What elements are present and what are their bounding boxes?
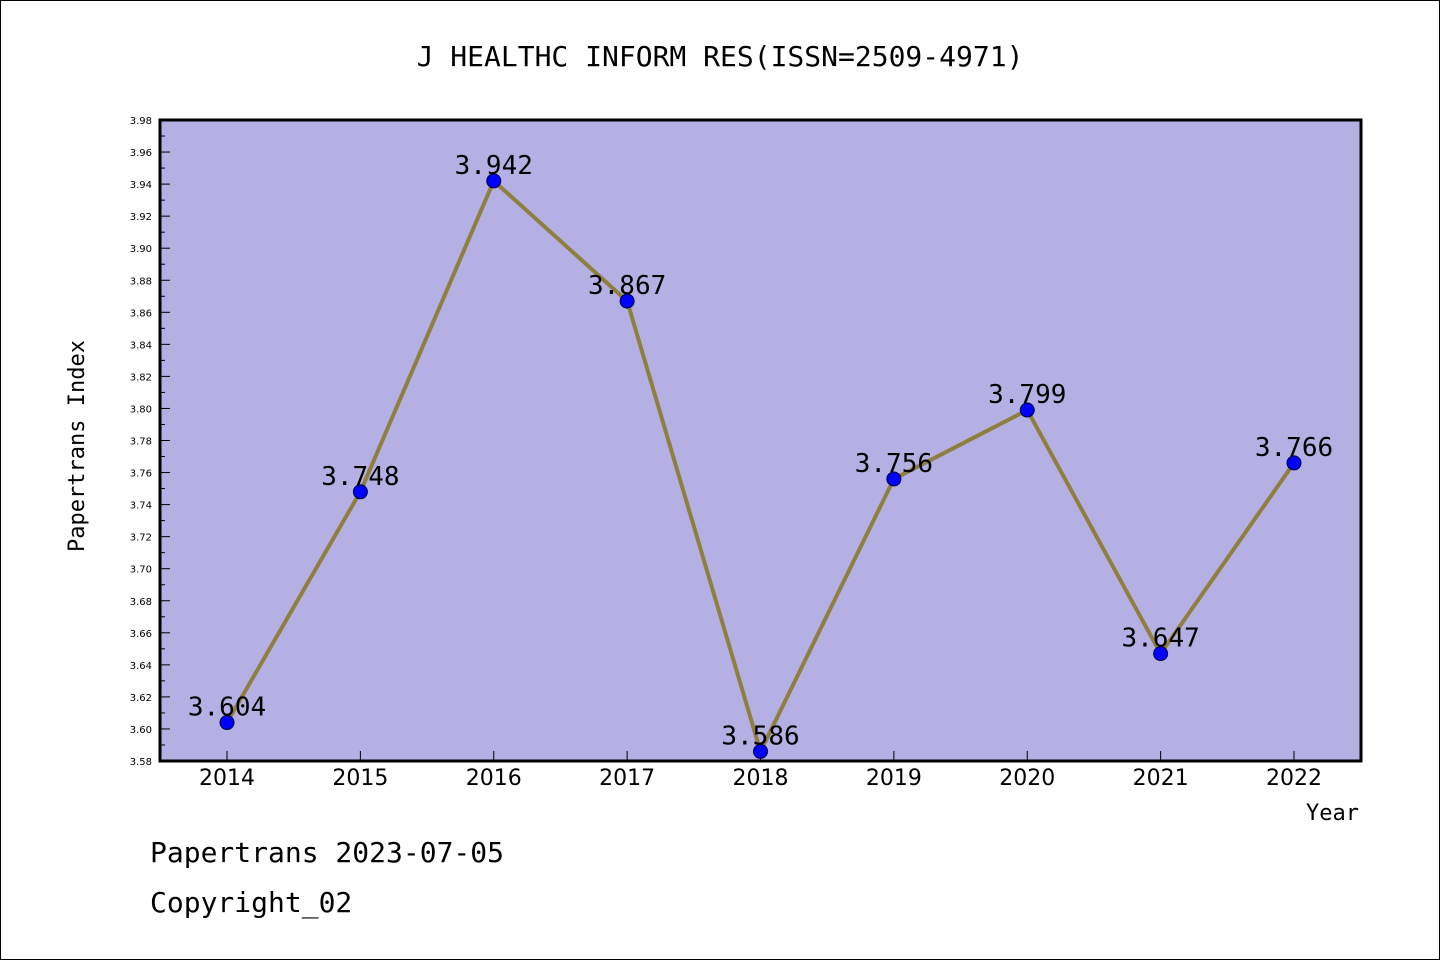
y-axis-label: Papertrans Index xyxy=(65,340,90,552)
x-axis-label: Year xyxy=(1306,801,1359,826)
y-tick-label: 3.76 xyxy=(130,469,152,480)
data-label-2016: 3.942 xyxy=(455,151,533,181)
x-tick-label: 2014 xyxy=(199,766,255,791)
y-axis: 3.58 3.60 3.62 3.64 3.66 3.68 3.70 3.72 3.74 3.76… xyxy=(130,116,170,768)
y-tick-label: 3.96 xyxy=(130,148,152,159)
data-label-2020: 3.799 xyxy=(988,380,1066,410)
y-tick-label: 3.84 xyxy=(130,340,152,351)
y-tick-label: 3.74 xyxy=(130,501,152,512)
data-label-2017: 3.867 xyxy=(588,271,666,301)
data-point-2017 xyxy=(619,293,635,309)
data-point-2016 xyxy=(486,173,502,189)
y-tick-label: 3.92 xyxy=(130,212,152,223)
data-label-2014: 3.604 xyxy=(188,693,266,723)
data-label-2015: 3.748 xyxy=(321,462,399,492)
plot-area xyxy=(158,118,1363,763)
footer-date: Papertrans 2023-07-05 xyxy=(150,836,505,869)
chart-title: J HEALTHC INFORM RES(ISSN=2509-4971) xyxy=(417,40,1024,73)
x-tick-label: 2016 xyxy=(466,766,522,791)
y-tick-label: 3.58 xyxy=(130,757,152,768)
y-tick-label: 3.60 xyxy=(130,725,152,736)
x-tick-label: 2019 xyxy=(866,766,922,791)
y-tick-label: 3.88 xyxy=(130,276,152,287)
x-tick-label: 2021 xyxy=(1133,766,1189,791)
data-point-2021 xyxy=(1153,646,1169,662)
x-tick-label: 2015 xyxy=(332,766,388,791)
data-label-2021: 3.647 xyxy=(1121,624,1199,654)
series-markers xyxy=(219,173,1302,759)
y-tick-label: 3.86 xyxy=(130,308,152,319)
data-point-2014 xyxy=(219,715,235,731)
data-point-2022 xyxy=(1286,455,1302,471)
y-tick-label: 3.80 xyxy=(130,404,152,415)
y-tick-label: 3.62 xyxy=(130,693,152,704)
y-tick-label: 3.64 xyxy=(130,661,152,672)
data-point-2020 xyxy=(1019,402,1035,418)
y-tick-label: 3.98 xyxy=(130,116,152,127)
data-point-2015 xyxy=(352,484,368,500)
y-tick-label: 3.70 xyxy=(130,565,152,576)
y-tick-label: 3.94 xyxy=(130,180,152,191)
y-tick-label: 3.90 xyxy=(130,244,152,255)
data-label-2018: 3.586 xyxy=(721,721,799,751)
y-tick-label: 3.72 xyxy=(130,533,152,544)
y-tick-label: 3.82 xyxy=(130,372,152,383)
x-axis: 2014 2015 2016 2017 2018 2019 2020 2021 2022 xyxy=(199,751,1322,791)
x-tick-label: 2017 xyxy=(599,766,655,791)
y-tick-label: 3.66 xyxy=(130,629,152,640)
y-tick-label: 3.68 xyxy=(130,597,152,608)
x-tick-label: 2020 xyxy=(999,766,1055,791)
data-labels: 3.604 3.748 3.942 3.867 3.586 3.756 3.799 3.647… xyxy=(188,151,1333,751)
footer-copyright: Copyright_02 xyxy=(150,886,353,919)
data-point-2019 xyxy=(886,471,902,487)
data-label-2019: 3.756 xyxy=(855,449,933,479)
x-tick-label: 2018 xyxy=(733,766,789,791)
data-label-2022: 3.766 xyxy=(1255,433,1333,463)
x-tick-label: 2022 xyxy=(1266,766,1322,791)
y-tick-label: 3.78 xyxy=(130,437,152,448)
data-point-2018 xyxy=(753,743,768,759)
